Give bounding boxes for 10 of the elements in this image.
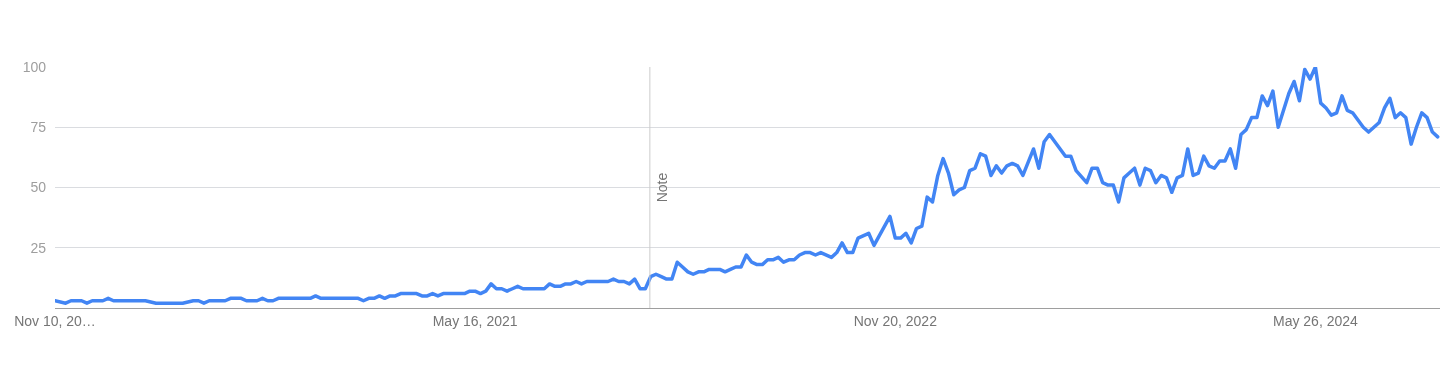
x-tick-label: May 16, 2021 bbox=[432, 312, 518, 329]
y-tick-label: 50 bbox=[30, 179, 47, 196]
ref-line-label: Note bbox=[654, 172, 671, 203]
x-tick-label: Nov 10, 20… bbox=[14, 312, 96, 329]
x-tick-label: May 26, 2024 bbox=[1272, 312, 1359, 329]
line-series bbox=[55, 67, 1440, 305]
y-tick-label: 75 bbox=[30, 119, 47, 136]
y-tick-label: 25 bbox=[30, 239, 47, 256]
y-tick-label: 100 bbox=[22, 58, 47, 75]
x-tick-label: Nov 20, 2022 bbox=[853, 312, 938, 329]
